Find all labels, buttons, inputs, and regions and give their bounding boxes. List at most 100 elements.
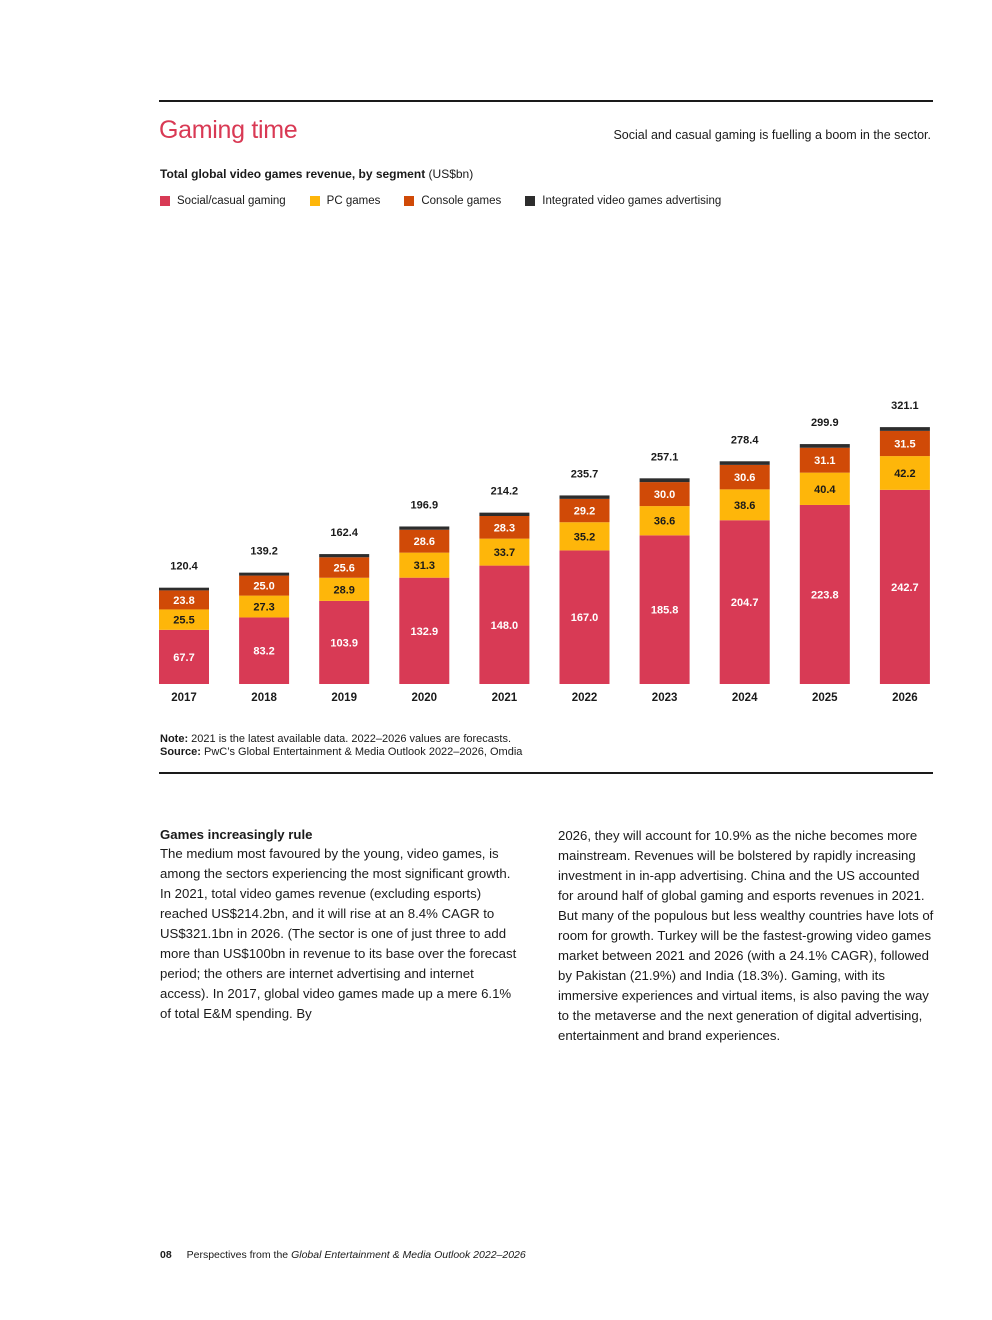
data-label-social-2023: 185.8 [651, 605, 679, 617]
total-label-2020: 196.9 [411, 499, 439, 511]
data-label-pc-2022: 35.2 [574, 531, 595, 543]
bar-console-2018 [239, 575, 290, 596]
x-tick-label-2023: 2023 [652, 692, 678, 704]
x-tick-label-2022: 2022 [572, 692, 598, 704]
total-label-2026: 321.1 [891, 400, 919, 412]
bar-pc-2021 [479, 538, 530, 566]
data-label-console-2025: 31.1 [814, 455, 835, 467]
data-label-console-2018: 25.0 [253, 581, 274, 593]
article-body-right: 2026, they will account for 10.9% as the… [558, 828, 934, 1043]
data-label-pc-2021: 33.7 [494, 547, 515, 559]
note-line: Note: 2021 is the latest available data.… [160, 733, 522, 746]
data-label-social-2022: 167.0 [571, 612, 599, 624]
legend-label-advertising: Integrated video games advertising [542, 195, 722, 207]
data-label-console-2026: 31.5 [894, 438, 915, 450]
bar-console-2017 [159, 590, 209, 610]
data-label-console-2021: 28.3 [494, 522, 515, 534]
bar-pc-2023 [639, 506, 690, 536]
bar-console-2023 [639, 482, 690, 507]
legend-swatch-pc [309, 196, 320, 206]
page-footer: 08 Perspectives from the Global Entertai… [160, 1249, 526, 1261]
chart-title: Total global video games revenue, by seg… [160, 167, 426, 181]
data-label-pc-2017: 25.5 [173, 615, 194, 627]
bar-pc-2022 [559, 522, 610, 551]
data-label-social-2019: 103.9 [330, 637, 358, 649]
bar-advertising-2022 [559, 495, 610, 499]
data-label-pc-2020: 31.3 [414, 560, 435, 572]
bar-console-2024 [719, 464, 770, 490]
total-label-2022: 235.7 [571, 468, 599, 480]
page-title: Gaming time [159, 116, 298, 144]
bar-social-2025 [799, 504, 850, 684]
bar-advertising-2017 [159, 587, 209, 591]
note-label: Note: [160, 733, 189, 745]
bar-advertising-2018 [239, 572, 290, 576]
x-tick-label-2021: 2021 [492, 692, 518, 704]
footer-publication: Global Entertainment & Media Outlook 202… [291, 1249, 526, 1261]
legend-label-console: Console games [421, 195, 502, 207]
bar-social-2026 [879, 489, 930, 684]
x-tick-label-2026: 2026 [892, 692, 918, 704]
bar-pc-2019 [319, 577, 370, 601]
data-label-social-2026: 242.7 [891, 582, 919, 594]
footer-prefix: Perspectives from the [186, 1249, 292, 1261]
total-label-2017: 120.4 [170, 561, 198, 573]
note-text: 2021 is the latest available data. 2022–… [191, 733, 511, 745]
source-label: Source: [160, 746, 201, 758]
data-label-console-2024: 30.6 [734, 472, 755, 484]
data-label-social-2025: 223.8 [811, 589, 839, 601]
total-label-2018: 139.2 [250, 546, 278, 558]
data-label-console-2017: 23.8 [173, 595, 194, 607]
bar-pc-2026 [879, 456, 930, 490]
page-tagline: Social and casual gaming is fuelling a b… [613, 128, 931, 142]
total-label-2024: 278.4 [731, 434, 759, 446]
bar-advertising-2023 [639, 478, 690, 483]
bar-advertising-2024 [719, 461, 770, 465]
legend-swatch-social [160, 196, 170, 206]
legend-swatch-console [404, 196, 415, 206]
article-column-right: 2026, they will account for 10.9% as the… [558, 826, 934, 1046]
bar-console-2022 [559, 498, 610, 523]
bar-console-2021 [479, 516, 530, 539]
data-label-social-2021: 148.0 [491, 620, 519, 632]
chart-unit: (US$bn) [428, 167, 474, 181]
chart-note: Note: 2021 is the latest available data.… [160, 733, 522, 759]
article-body-left: The medium most favoured by the young, v… [160, 846, 517, 1021]
legend-label-social: Social/casual gaming [177, 195, 286, 207]
data-label-pc-2018: 27.3 [253, 602, 274, 614]
bottom-divider [159, 772, 933, 774]
data-label-pc-2025: 40.4 [814, 484, 836, 496]
bar-social-2019 [319, 600, 370, 684]
bar-console-2025 [799, 447, 850, 473]
x-tick-label-2025: 2025 [812, 692, 838, 704]
legend-item-console: Console games [404, 195, 501, 207]
legend-item-social: Social/casual gaming [160, 195, 286, 207]
data-label-pc-2019: 28.9 [333, 584, 354, 596]
x-tick-label-2017: 2017 [171, 692, 197, 704]
article-column-left: Games increasingly rule The medium most … [160, 826, 520, 1024]
bar-console-2026 [879, 430, 930, 457]
bar-social-2024 [719, 520, 770, 684]
source-text: PwC’s Global Entertainment & Media Outlo… [204, 746, 523, 758]
top-divider [159, 100, 933, 102]
legend-item-pc: PC games [309, 195, 380, 207]
data-label-social-2024: 204.7 [731, 597, 759, 609]
bar-console-2019 [319, 557, 370, 578]
x-tick-label-2019: 2019 [331, 692, 357, 704]
bar-social-2021 [479, 565, 530, 684]
legend-item-advertising: Integrated video games advertising [525, 195, 721, 207]
page-number: 08 [160, 1249, 172, 1261]
bar-advertising-2019 [319, 554, 370, 558]
bar-pc-2017 [159, 609, 209, 630]
bar-pc-2024 [719, 489, 770, 521]
data-label-social-2020: 132.9 [411, 626, 439, 638]
bar-advertising-2026 [879, 427, 930, 431]
total-label-2021: 214.2 [491, 486, 519, 498]
legend-swatch-advertising [525, 196, 536, 206]
total-label-2019: 162.4 [330, 527, 358, 539]
data-label-pc-2023: 36.6 [654, 516, 675, 528]
total-label-2023: 257.1 [651, 451, 679, 463]
data-label-console-2019: 25.6 [333, 563, 354, 575]
bar-social-2017 [159, 629, 209, 684]
bar-advertising-2025 [799, 444, 850, 448]
